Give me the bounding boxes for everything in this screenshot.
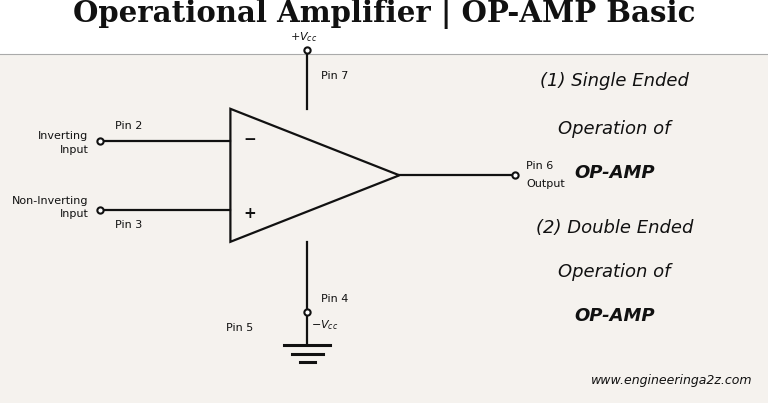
Text: −: − bbox=[243, 131, 256, 147]
Text: Pin 5: Pin 5 bbox=[227, 324, 253, 333]
Text: Operation of: Operation of bbox=[558, 120, 670, 138]
Text: Pin 4: Pin 4 bbox=[321, 294, 349, 304]
Text: (2) Double Ended: (2) Double Ended bbox=[536, 219, 693, 237]
Text: Output: Output bbox=[526, 179, 564, 189]
FancyBboxPatch shape bbox=[0, 0, 768, 54]
Text: Pin 6: Pin 6 bbox=[526, 161, 553, 171]
FancyBboxPatch shape bbox=[0, 54, 768, 403]
Text: Pin 3: Pin 3 bbox=[115, 220, 142, 230]
Text: Pin 7: Pin 7 bbox=[321, 71, 349, 81]
Text: (1) Single Ended: (1) Single Ended bbox=[540, 72, 689, 89]
Text: OP-AMP: OP-AMP bbox=[574, 164, 654, 182]
Text: Operational Amplifier | OP-AMP Basic: Operational Amplifier | OP-AMP Basic bbox=[73, 0, 695, 29]
Text: OP-AMP: OP-AMP bbox=[574, 307, 654, 325]
Text: Pin 2: Pin 2 bbox=[115, 121, 143, 131]
Text: $- V_{cc}$: $- V_{cc}$ bbox=[311, 318, 339, 332]
Text: Inverting
Input: Inverting Input bbox=[38, 131, 88, 155]
Text: www.engineeringa2z.com: www.engineeringa2z.com bbox=[591, 374, 753, 387]
Text: +: + bbox=[243, 206, 256, 221]
Text: Operation of: Operation of bbox=[558, 263, 670, 281]
Text: $+V_{cc}$: $+V_{cc}$ bbox=[290, 31, 317, 44]
Text: Non-Inverting
Input: Non-Inverting Input bbox=[12, 196, 88, 219]
